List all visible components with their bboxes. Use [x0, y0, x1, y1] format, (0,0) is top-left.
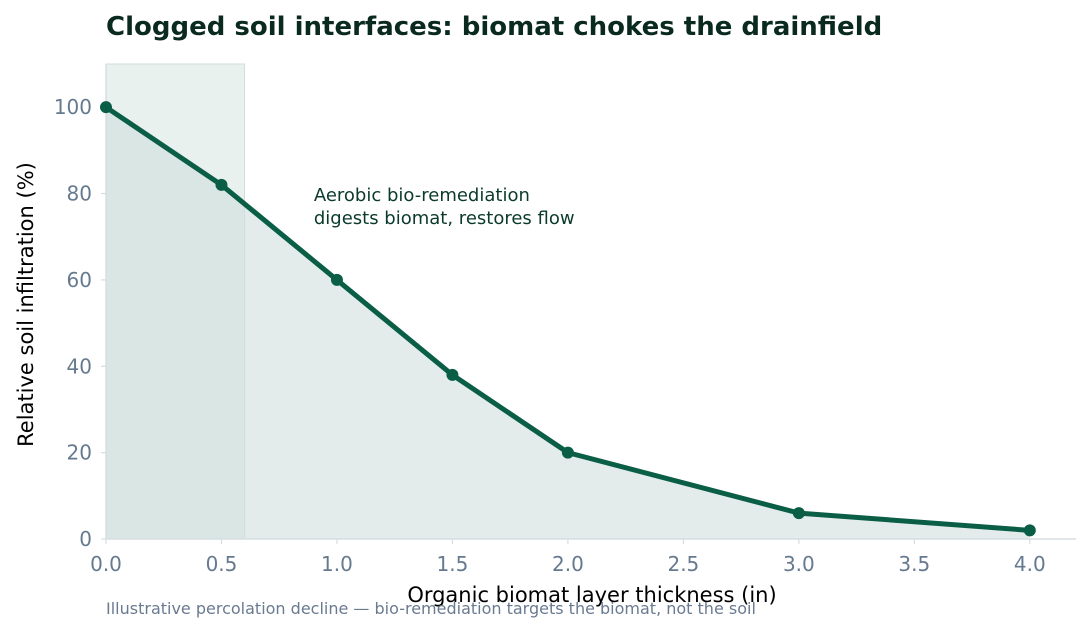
x-tick-label: 2.5: [667, 552, 699, 576]
x-tick-label: 1.5: [437, 552, 469, 576]
data-point: [561, 446, 574, 459]
plot-area: [105, 63, 1030, 540]
x-tick-label: 3.5: [898, 552, 930, 576]
annotation-line-2: digests biomat, restores flow: [314, 208, 575, 229]
data-point: [100, 101, 112, 114]
y-tick-label: 0: [79, 527, 92, 551]
x-tick-label: 0.0: [90, 552, 122, 576]
x-tick-label: 0.5: [206, 552, 238, 576]
highlight-band: [105, 63, 246, 540]
series-layer: [100, 101, 1036, 537]
y-tick-label: 100: [54, 95, 92, 119]
x-tick-label: 3.0: [783, 552, 815, 576]
chart-title: Clogged soil interfaces: biomat chokes t…: [106, 12, 882, 42]
data-point: [446, 368, 459, 381]
y-tick-label: 60: [67, 268, 92, 292]
x-tick-label: 1.0: [321, 552, 353, 576]
y-axis-label: Relative soil infiltration (%): [14, 162, 38, 447]
data-point: [330, 273, 343, 286]
area-fill: [106, 107, 1030, 539]
y-tick-label: 80: [67, 182, 92, 206]
data-point: [1023, 524, 1036, 537]
y-tick-label: 20: [67, 441, 92, 465]
data-point: [215, 178, 228, 191]
y-axis-ticks: 0 20 40 60 80 100: [54, 95, 106, 551]
x-axis-label: Organic biomat layer thickness (in): [407, 583, 776, 607]
caption: Illustrative percolation decline — bio-r…: [106, 599, 756, 618]
x-tick-label: 2.0: [552, 552, 584, 576]
data-point: [792, 507, 805, 520]
x-axis-ticks: 0.0 0.5 1.0 1.5 2.0 2.5 3.0 3.5 4.0: [90, 539, 1046, 576]
annotation-line-1: Aerobic bio-remediation: [314, 185, 530, 206]
y-tick-label: 40: [67, 354, 92, 378]
x-tick-label: 4.0: [1014, 552, 1046, 576]
